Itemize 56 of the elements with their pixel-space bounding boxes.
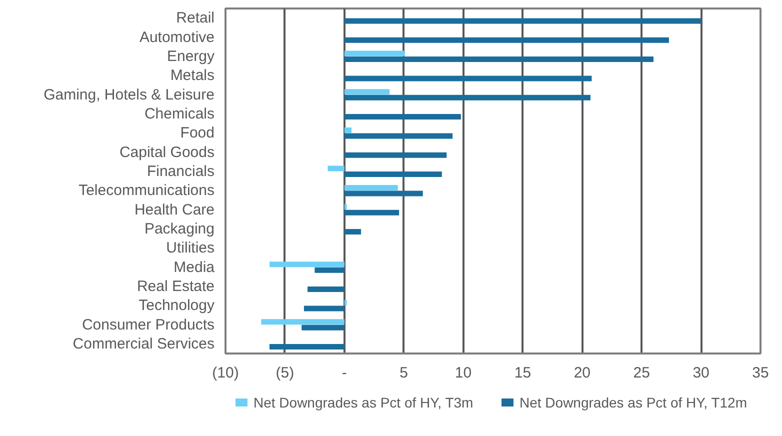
- y-tick-label: Technology: [138, 297, 215, 314]
- y-tick-label: Real Estate: [136, 278, 215, 295]
- y-tick-label: Financials: [146, 162, 214, 180]
- y-tick-label: Telecommunications: [78, 182, 215, 200]
- bar: [344, 50, 406, 56]
- x-tick-label: 5: [400, 364, 408, 382]
- bar: [304, 306, 344, 312]
- y-tick-label: Chemicals: [144, 105, 215, 122]
- bar: [308, 286, 344, 292]
- bar: [269, 262, 344, 268]
- x-tick-label: 35: [752, 364, 769, 382]
- bar: [344, 89, 390, 95]
- bar: [344, 184, 398, 190]
- y-tick-label: Energy: [166, 48, 215, 65]
- y-tick-label: Gaming, Hotels & Leisure: [44, 86, 215, 104]
- bar: [344, 127, 352, 133]
- y-tick-label: Commercial Services: [72, 335, 215, 352]
- bar: [344, 76, 592, 82]
- bar: [344, 37, 669, 43]
- bar: [344, 56, 654, 62]
- y-tick-label: Metals: [170, 67, 215, 84]
- bar: [261, 319, 344, 325]
- bar: [302, 324, 344, 330]
- x-tick-label: (5): [276, 364, 294, 382]
- bar: [314, 267, 344, 273]
- x-tick-label: -: [342, 364, 347, 382]
- bar: [344, 94, 590, 100]
- bar: [344, 229, 362, 235]
- x-tick-label: 30: [692, 364, 710, 382]
- x-tick-label: 20: [574, 364, 591, 382]
- y-tick-label: Food: [180, 124, 215, 142]
- y-tick-label: Health Care: [134, 201, 215, 218]
- bar: [344, 210, 400, 216]
- x-tick-label: (10): [212, 364, 239, 382]
- bar: [328, 166, 344, 172]
- bar: [344, 114, 461, 120]
- legend-label: Net Downgrades as Pct of HY, T3m: [254, 394, 474, 410]
- y-tick-label: Media: [174, 258, 216, 276]
- bar: [344, 172, 442, 178]
- bar: [344, 18, 702, 24]
- legend-label: Net Downgrades as Pct of HY, T12m: [520, 394, 747, 410]
- bar: [344, 190, 423, 196]
- x-tick-label: 25: [633, 364, 650, 382]
- x-tick-label: 15: [514, 364, 532, 382]
- y-tick-label: Utilities: [166, 240, 215, 257]
- y-tick-label: Packaging: [144, 220, 215, 238]
- bar: [344, 152, 447, 158]
- x-tick-label: 10: [454, 364, 472, 382]
- y-tick-label: Automotive: [139, 28, 215, 46]
- y-tick-label: Capital Goods: [119, 144, 215, 161]
- bar: [344, 204, 347, 210]
- bar: [344, 133, 453, 139]
- y-tick-label: Consumer Products: [82, 316, 215, 334]
- y-tick-label: Retail: [176, 10, 215, 27]
- bar: [344, 300, 347, 306]
- bar: [269, 344, 344, 350]
